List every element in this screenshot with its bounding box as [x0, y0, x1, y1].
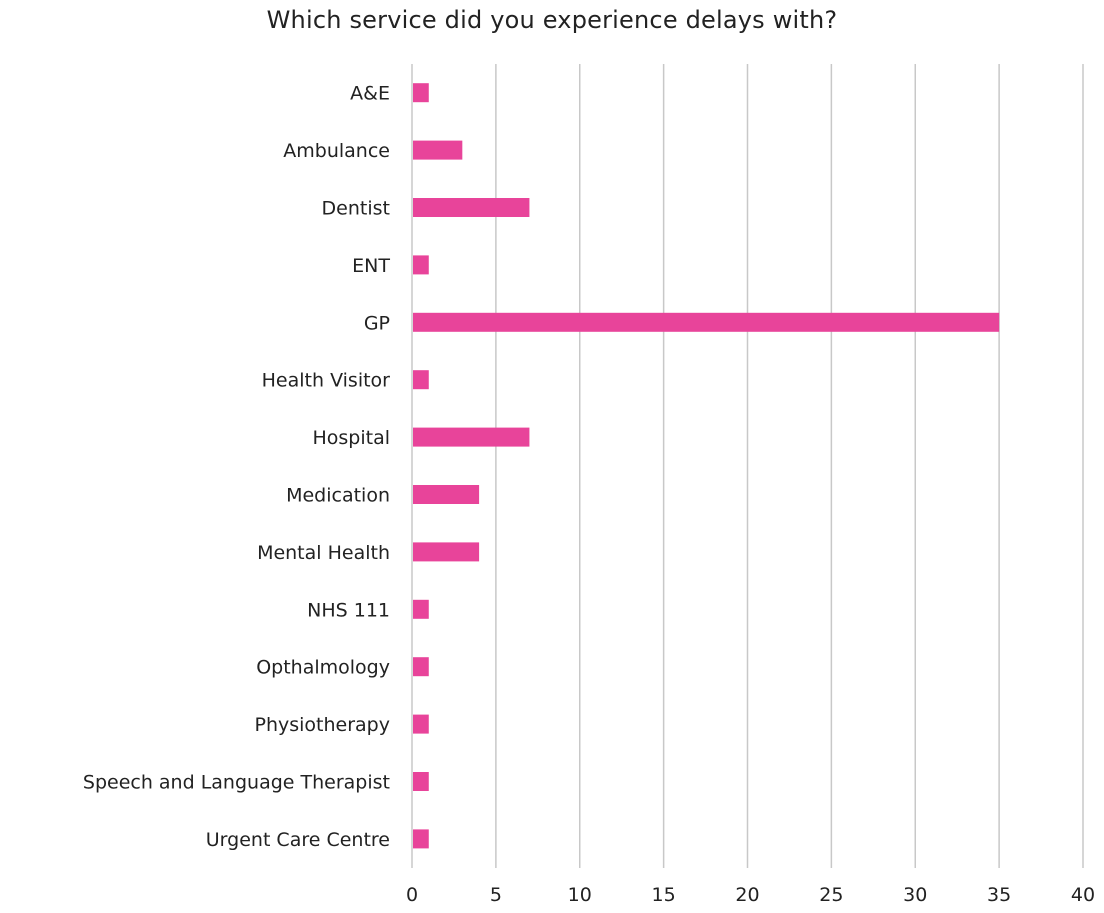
x-tick-labels: 0 5 10 15 20 25 30 35 40 [406, 884, 1095, 906]
bar-dentist [413, 198, 529, 217]
bar-opthalmology [413, 657, 429, 676]
x-tick-label-0: 0 [406, 884, 418, 906]
bar-a-e [413, 83, 429, 102]
bar-medication [413, 485, 479, 504]
bars [413, 83, 999, 848]
category-label-opthalmology: Opthalmology [256, 657, 390, 679]
x-tick-label-30: 30 [903, 884, 927, 906]
category-label-health-visitor: Health Visitor [262, 370, 391, 392]
category-label-medication: Medication [286, 485, 390, 507]
x-tick-label-35: 35 [987, 884, 1011, 906]
x-tick-label-20: 20 [735, 884, 759, 906]
bar-nhs-111 [413, 600, 429, 619]
category-label-urgent-care-centre: Urgent Care Centre [206, 829, 390, 851]
category-label-hospital: Hospital [312, 427, 390, 449]
bar-physiotherapy [413, 715, 429, 734]
bar-ent [413, 255, 429, 274]
bar-speech-and-language-therapist [413, 772, 429, 791]
category-label-ambulance: Ambulance [283, 140, 390, 162]
category-label-dentist: Dentist [322, 198, 390, 220]
bar-gp [413, 313, 999, 332]
category-label-speech-and-language-therapist: Speech and Language Therapist [83, 772, 390, 794]
bar-hospital [413, 428, 529, 447]
category-label-mental-health: Mental Health [257, 542, 390, 564]
bar-health-visitor [413, 370, 429, 389]
x-tick-label-40: 40 [1071, 884, 1095, 906]
bar-urgent-care-centre [413, 829, 429, 848]
category-label-a-e: A&E [350, 83, 390, 105]
x-tick-label-5: 5 [490, 884, 502, 906]
category-label-physiotherapy: Physiotherapy [255, 714, 391, 736]
x-tick-label-15: 15 [652, 884, 676, 906]
category-labels: A&E Ambulance Dentist ENT GP Health Visitor Ho… [83, 83, 390, 851]
x-tick-label-25: 25 [819, 884, 843, 906]
gridlines [496, 64, 1083, 868]
x-tick-label-10: 10 [568, 884, 592, 906]
bar-ambulance [413, 141, 462, 160]
category-label-gp: GP [364, 312, 390, 334]
category-label-ent: ENT [352, 255, 390, 277]
bar-mental-health [413, 542, 479, 561]
category-label-nhs-111: NHS 111 [307, 599, 390, 621]
